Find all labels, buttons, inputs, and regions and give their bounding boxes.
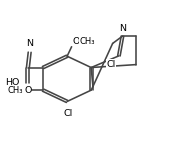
- Text: Cl: Cl: [106, 60, 116, 69]
- Text: N: N: [119, 24, 126, 33]
- Text: O: O: [24, 86, 32, 95]
- Text: Cl: Cl: [63, 110, 73, 119]
- Text: CH₃: CH₃: [7, 86, 23, 95]
- Text: O: O: [72, 37, 80, 46]
- Text: CH₃: CH₃: [79, 37, 95, 46]
- Text: N: N: [26, 39, 33, 48]
- Text: HO: HO: [5, 78, 20, 87]
